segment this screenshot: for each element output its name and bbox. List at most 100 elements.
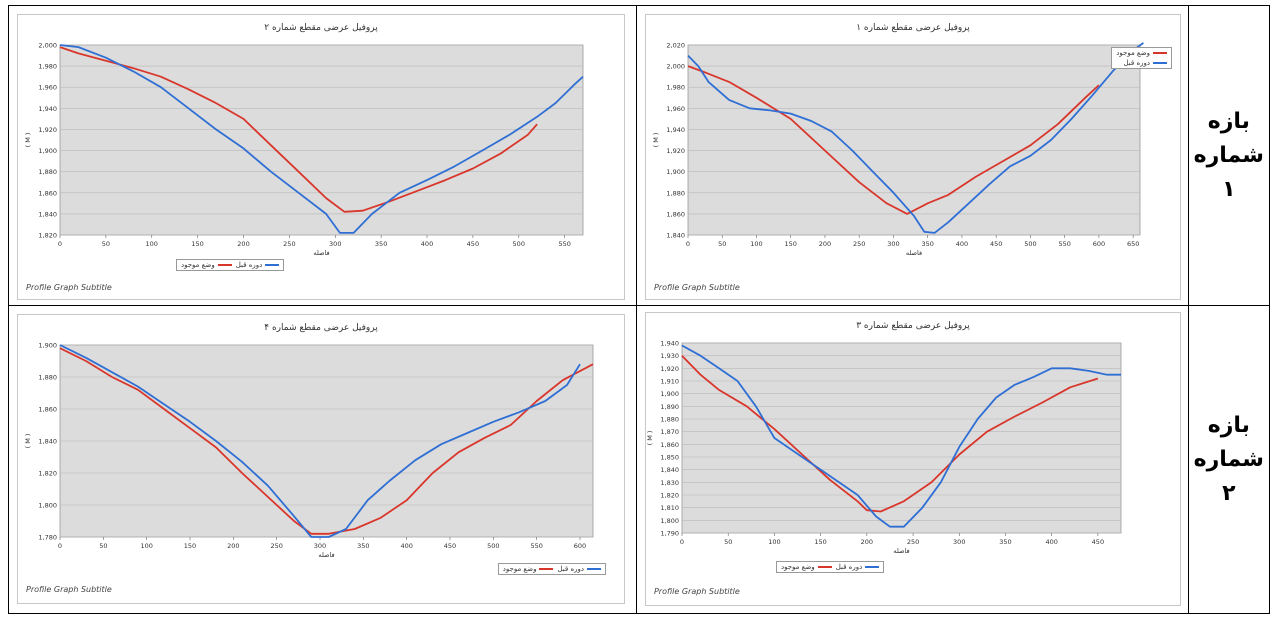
y-tick-label: 1,790 (660, 530, 679, 538)
y-tick-label: 1,820 (38, 470, 57, 478)
x-tick-label: 100 (768, 538, 780, 546)
reach-label: بازه شماره ۱ (1193, 108, 1264, 202)
series-line-2 (681, 344, 1121, 528)
x-tick-label: 300 (887, 240, 899, 248)
y-tick-label: 1,900 (38, 147, 57, 155)
x-tick-label: 450 (444, 542, 456, 550)
y-tick-label: 1,840 (666, 232, 685, 240)
y-axis-label: ( M ) (652, 133, 660, 148)
y-tick-label: 2,020 (666, 42, 685, 50)
y-tick-label: 1,920 (666, 147, 685, 155)
x-tick-label: 0 (58, 542, 62, 550)
chart-legend: دوره قبل وضع موجود (497, 563, 606, 575)
legend-item-2: وضع موجود (503, 565, 554, 573)
chart-cell-reach2-right: پروفیل عرضی مقطع شماره ۳ 1,790 1,800 1,810… (635, 305, 1189, 614)
x-tick-label: 300 (314, 542, 326, 550)
chart-footer: Profile Graph Subtitle (653, 587, 740, 596)
y-tick-label: 1,960 (666, 105, 685, 113)
profile-chart: 1,780 1,800 1,820 1,840 1,860 1,880 1,900 0 50 10… (24, 342, 594, 559)
y-axis-label: ( M ) (646, 431, 654, 446)
legend-item-2: دوره قبل (1123, 59, 1167, 67)
chart-title: پروفیل عرضی مقطع شماره ۳ (856, 321, 970, 331)
x-tick-label: 200 (861, 538, 873, 546)
chart-footer: Profile Graph Subtitle (26, 585, 112, 594)
x-tick-label: 550 (530, 542, 542, 550)
x-tick-label: 450 (1092, 538, 1104, 546)
x-tick-label: 350 (999, 538, 1011, 546)
y-tick-label: 1,920 (38, 126, 57, 134)
legend-item-2: وضع موجود (181, 261, 232, 269)
x-tick-label: 50 (724, 538, 732, 546)
y-tick-label: 1,840 (38, 210, 57, 218)
x-tick-label: 400 (400, 542, 412, 550)
y-tick-label: 1,880 (38, 168, 57, 176)
x-tick-label: 200 (819, 240, 831, 248)
series-line-1 (59, 46, 538, 213)
x-tick-label: 250 (853, 240, 865, 248)
y-tick-label: 1,820 (38, 232, 57, 240)
y-tick-label: 1,880 (38, 374, 57, 382)
y-tick-label: 1,780 (38, 534, 57, 542)
chart-panel: پروفیل عرضی مقطع شماره ۳ 1,790 1,800 1,810… (644, 312, 1181, 606)
chart-footer: Profile Graph Subtitle (653, 283, 740, 292)
y-axis-label: ( M ) (24, 434, 32, 449)
y-tick-label: 1,880 (666, 189, 685, 197)
y-tick-label: 1,940 (666, 126, 685, 134)
x-tick-label: 350 (357, 542, 369, 550)
y-tick-label: 1,900 (38, 342, 57, 350)
y-tick-label: 2,000 (38, 42, 57, 50)
x-tick-label: 50 (718, 240, 726, 248)
chart-legend: وضع موجود دوره قبل (1111, 47, 1172, 69)
y-tick-label: 1,930 (660, 352, 679, 360)
x-tick-label: 150 (814, 538, 826, 546)
y-tick-label: 2,000 (666, 63, 685, 71)
x-tick-label: 200 (227, 542, 239, 550)
x-axis-label: فاصله (313, 249, 329, 257)
x-tick-label: 250 (283, 240, 295, 248)
x-tick-label: 350 (921, 240, 933, 248)
x-tick-label: 400 (956, 240, 968, 248)
x-tick-label: 650 (1127, 240, 1139, 248)
x-tick-label: 150 (785, 240, 797, 248)
y-tick-label: 1,860 (660, 441, 679, 449)
y-tick-label: 1,980 (666, 84, 685, 92)
y-tick-label: 1,810 (660, 504, 679, 512)
plot-area (59, 44, 584, 236)
row-label-cell: بازه شماره ۲ (1187, 305, 1271, 614)
x-tick-label: 500 (487, 542, 499, 550)
chart-legend: دوره قبل وضع موجود (176, 259, 285, 271)
x-tick-label: 300 (953, 538, 965, 546)
y-tick-label: 1,860 (38, 189, 57, 197)
legend-item-1: دوره قبل (236, 261, 280, 269)
y-tick-label: 1,860 (666, 210, 685, 218)
chart-title: پروفیل عرضی مقطع شماره ۲ (264, 23, 378, 33)
y-tick-label: 1,840 (38, 438, 57, 446)
x-tick-label: 550 (1058, 240, 1070, 248)
legend-item-1: دوره قبل (836, 563, 880, 571)
y-tick-label: 1,880 (660, 416, 679, 424)
y-tick-label: 1,820 (660, 492, 679, 500)
legend-item-1: دوره قبل (557, 565, 601, 573)
chart-footer: Profile Graph Subtitle (26, 283, 112, 292)
y-tick-label: 1,830 (660, 479, 679, 487)
x-tick-label: 550 (558, 240, 570, 248)
x-tick-label: 250 (270, 542, 282, 550)
x-tick-label: 400 (421, 240, 433, 248)
y-tick-label: 1,960 (38, 84, 57, 92)
series-line-2 (59, 344, 581, 538)
y-tick-label: 1,940 (660, 340, 679, 348)
y-tick-label: 1,910 (660, 378, 679, 386)
row-label-cell: بازه شماره ۱ (1187, 5, 1271, 306)
x-tick-label: 600 (1093, 240, 1105, 248)
x-tick-label: 150 (191, 240, 203, 248)
series-line-1 (681, 355, 1099, 513)
y-tick-label: 1,840 (660, 466, 679, 474)
profile-chart: 1,790 1,800 1,810 1,820 1,830 1,840 1,850 1,860… (646, 340, 1122, 555)
y-tick-label: 1,860 (38, 406, 57, 414)
y-tick-label: 1,850 (660, 454, 679, 462)
x-tick-label: 600 (574, 542, 586, 550)
legend-item-1: وضع موجود (1116, 49, 1167, 57)
y-axis-label: ( M ) (24, 133, 32, 148)
chart-panel: پروفیل عرضی مقطع شماره ۴ 1,780 1,800 1,820… (17, 314, 625, 604)
y-tick-label: 1,800 (38, 502, 57, 510)
